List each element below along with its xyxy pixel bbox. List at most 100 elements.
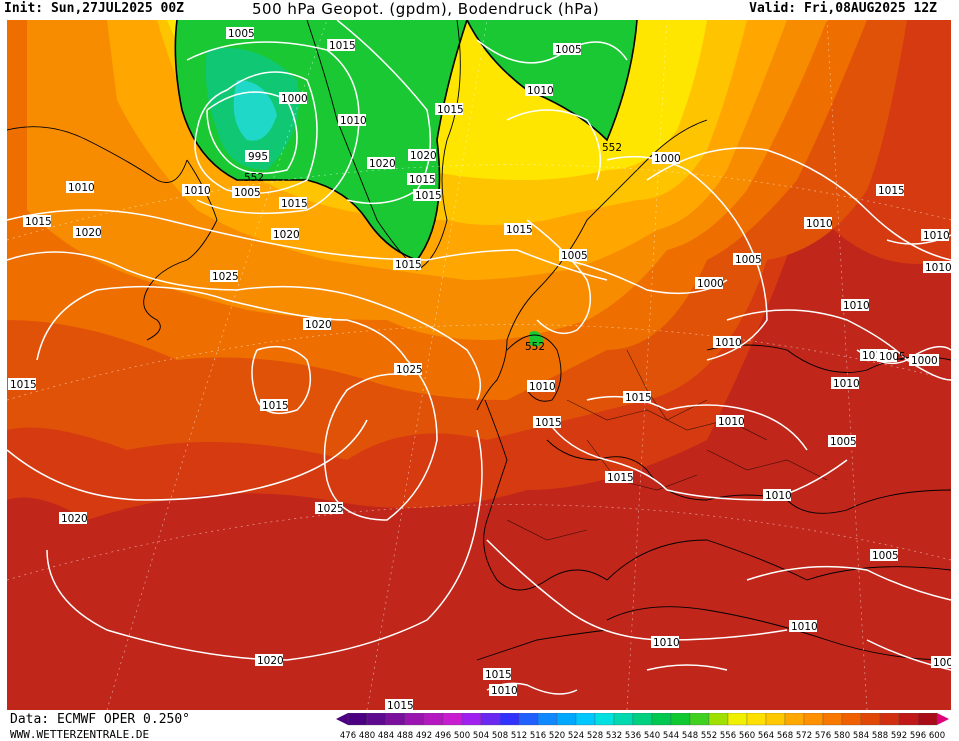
svg-text:1010: 1010 xyxy=(340,115,367,127)
legend-tick-label: 520 xyxy=(549,731,565,740)
svg-text:1010: 1010 xyxy=(843,300,870,312)
isobar-label: 1015 xyxy=(279,197,308,210)
legend-swatch xyxy=(480,713,501,726)
svg-text:1020: 1020 xyxy=(273,229,300,241)
valid-time-label: Valid: Fri,08AUG2025 12Z xyxy=(749,1,937,16)
isobar-label: 1020 xyxy=(271,228,300,241)
svg-text:1005: 1005 xyxy=(872,550,899,562)
data-source-label: Data: ECMWF OPER 0.250° xyxy=(10,712,191,727)
isobar-label: 1010 xyxy=(921,229,950,242)
legend-tick-label: 572 xyxy=(796,731,812,740)
isobar-label: 1020 xyxy=(303,318,332,331)
weather-map: 1005 1015 1005 1000 1010 1015 1010 995 1… xyxy=(7,20,951,710)
svg-text:1005: 1005 xyxy=(830,436,857,448)
isobar-labels: 1005 1015 1005 1000 1010 1015 1010 995 1… xyxy=(8,27,951,710)
isobar-label: 1015 xyxy=(393,258,422,271)
legend-swatch xyxy=(366,713,387,726)
isobar-label: 1000 xyxy=(652,152,681,165)
legend-swatch xyxy=(917,713,938,726)
legend-tick-label: 532 xyxy=(606,731,622,740)
svg-text:1010: 1010 xyxy=(718,416,745,428)
svg-text:1015: 1015 xyxy=(409,174,436,186)
legend-tick-label: 496 xyxy=(435,731,451,740)
isobar-label: 1020 xyxy=(255,654,284,667)
legend-tick-label: 536 xyxy=(625,731,641,740)
isobar-label: 1015 xyxy=(504,223,533,236)
isobar-label: 1025 xyxy=(210,270,239,283)
isobar-label: 1010 xyxy=(789,620,818,633)
isobar-label: 1010 xyxy=(763,489,792,502)
legend-swatch xyxy=(898,713,919,726)
legend-swatch xyxy=(575,713,596,726)
legend-swatch xyxy=(784,713,805,726)
legend-swatch xyxy=(423,713,444,726)
legend-swatch xyxy=(822,713,843,726)
svg-text:1010: 1010 xyxy=(184,185,211,197)
legend-swatch xyxy=(461,713,482,726)
svg-text:1010: 1010 xyxy=(833,378,860,390)
contour-label: 552 xyxy=(525,341,545,353)
isobar-label: 1015 xyxy=(23,215,52,228)
svg-text:1010: 1010 xyxy=(765,490,792,502)
svg-text:1015: 1015 xyxy=(415,190,442,202)
svg-text:1015: 1015 xyxy=(878,185,905,197)
legend-swatch xyxy=(518,713,539,726)
legend-tick-label: 476 xyxy=(340,731,356,740)
legend-swatch xyxy=(879,713,900,726)
isobar-label: 1005 xyxy=(828,435,857,448)
svg-text:1015: 1015 xyxy=(607,472,634,484)
isobar-label: 1020 xyxy=(367,157,396,170)
geopotential-low-north xyxy=(177,20,637,140)
color-legend: 476 480 484 488 492 496 500 504 508 512 516 520 524 5… xyxy=(336,713,949,740)
legend-tick-label: 588 xyxy=(872,731,888,740)
legend-tick-label: 552 xyxy=(701,731,717,740)
legend-swatch xyxy=(556,713,577,726)
svg-text:1005: 1005 xyxy=(561,250,588,262)
svg-text:1015: 1015 xyxy=(10,379,37,391)
svg-text:1010: 1010 xyxy=(715,337,742,349)
svg-text:1010: 1010 xyxy=(923,230,950,242)
legend-swatch xyxy=(860,713,881,726)
map-canvas: 1005 1015 1005 1000 1010 1015 1010 995 1… xyxy=(7,20,951,710)
coastlines xyxy=(7,20,951,661)
svg-text:1015: 1015 xyxy=(485,669,512,681)
isobar-label: 1015 xyxy=(623,391,652,404)
legend-tick-label: 504 xyxy=(473,731,489,740)
isobar-label: 1015 xyxy=(876,184,905,197)
legend-tick-label: 580 xyxy=(834,731,850,740)
svg-text:1010: 1010 xyxy=(653,637,680,649)
geopotential-core-532 xyxy=(233,80,277,141)
isobar-label: 1025 xyxy=(315,502,344,515)
legend-tick-label: 560 xyxy=(739,731,755,740)
svg-text:1015: 1015 xyxy=(387,700,414,710)
svg-text:1010: 1010 xyxy=(791,621,818,633)
legend-swatch xyxy=(727,713,748,726)
legend-tick-label: 484 xyxy=(378,731,394,740)
legend-swatch xyxy=(670,713,691,726)
legend-swatch xyxy=(537,713,558,726)
legend-tick-label: 548 xyxy=(682,731,698,740)
svg-text:1015: 1015 xyxy=(262,400,289,412)
isobar-label: 1010 xyxy=(841,299,870,312)
legend-swatch xyxy=(803,713,824,726)
svg-text:1025: 1025 xyxy=(317,503,344,515)
svg-text:1020: 1020 xyxy=(61,513,88,525)
legend-swatch xyxy=(765,713,786,726)
isobar-label: 1010 xyxy=(716,415,745,428)
svg-text:1020: 1020 xyxy=(75,227,102,239)
isobar-label: 1015 xyxy=(260,399,289,412)
svg-text:1015: 1015 xyxy=(25,216,52,228)
isobar-label: 1025 xyxy=(394,363,423,376)
svg-text:1015: 1015 xyxy=(506,224,533,236)
isobar-label: 1005 xyxy=(870,549,899,562)
isobar-label: 1015 xyxy=(8,378,37,391)
isobar-label: 1015 xyxy=(385,699,414,710)
svg-text:1010: 1010 xyxy=(491,685,518,697)
contour-552-north xyxy=(466,20,638,142)
isobar-label: 1015 xyxy=(413,189,442,202)
legend-tick-label: 544 xyxy=(663,731,679,740)
isobar-label: 1005 xyxy=(553,43,582,56)
legend-tick-label: 524 xyxy=(568,731,584,740)
isobar-label: 1005 xyxy=(232,186,261,199)
svg-text:1000: 1000 xyxy=(911,355,938,367)
